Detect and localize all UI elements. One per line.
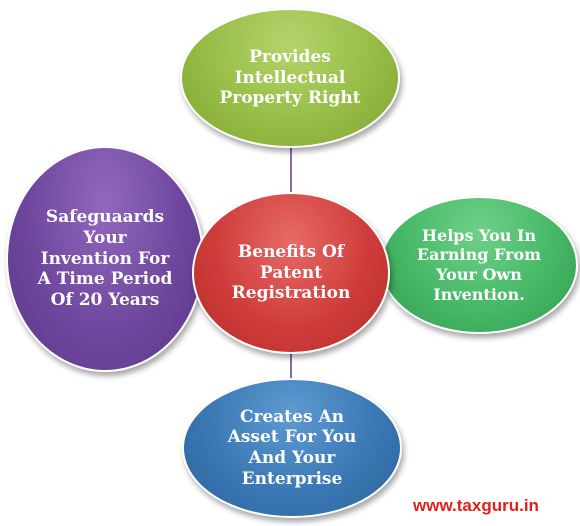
node-safeguards-invention-label: Safeguaards Your Invention For A Time Pe… [38,207,173,311]
node-intellectual-property: Provides Intellectual Property Right [180,8,400,148]
node-intellectual-property-label: Provides Intellectual Property Right [219,47,360,109]
node-earning-from-invention: Helps You In Earning From Your Own Inven… [380,196,578,334]
node-safeguards-invention: Safeguaards Your Invention For A Time Pe… [6,146,204,372]
node-creates-asset-label: Creates An Asset For You And Your Enterp… [228,407,357,490]
node-center-benefits: Benefits Of Patent Registration [192,192,390,354]
node-earning-from-invention-label: Helps You In Earning From Your Own Inven… [417,226,541,304]
node-creates-asset: Creates An Asset For You And Your Enterp… [182,378,402,518]
node-center-benefits-label: Benefits Of Patent Registration [232,242,351,304]
watermark-text: www.taxguru.in [413,496,539,516]
